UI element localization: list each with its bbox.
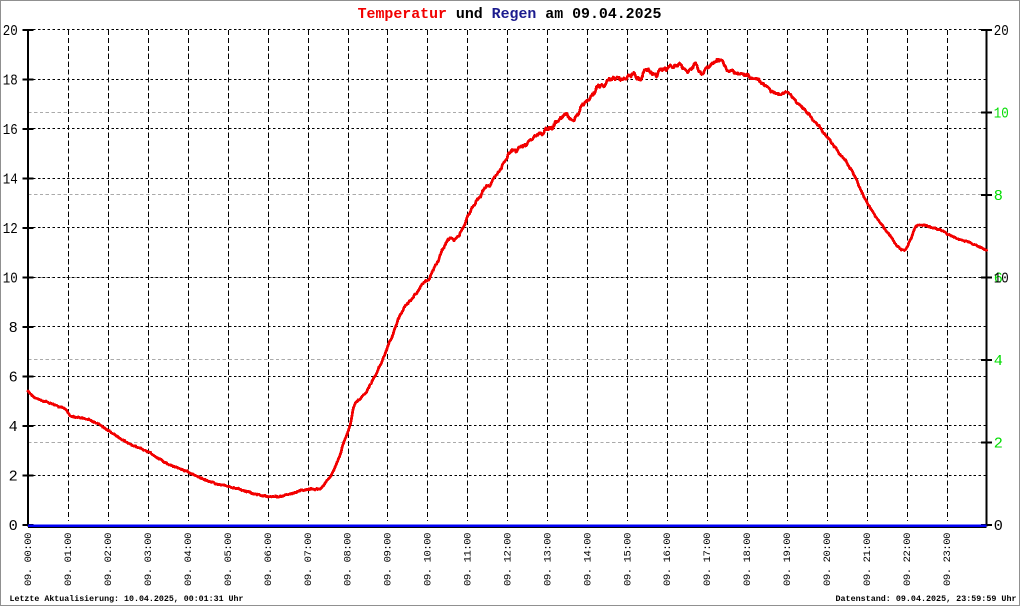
svg-text:09. 04:00: 09. 04:00 (183, 533, 195, 587)
svg-text:09. 03:00: 09. 03:00 (143, 533, 155, 587)
svg-text:16: 16 (3, 121, 18, 139)
svg-text:09. 13:00: 09. 13:00 (542, 533, 554, 587)
svg-text:4: 4 (9, 418, 18, 436)
svg-text:20: 20 (994, 22, 1009, 40)
svg-text:12: 12 (3, 220, 18, 238)
svg-text:09. 17:00: 09. 17:00 (702, 533, 714, 587)
svg-text:10: 10 (3, 270, 18, 288)
svg-text:09. 18:00: 09. 18:00 (742, 533, 754, 587)
svg-text:09. 23:00: 09. 23:00 (942, 533, 954, 587)
svg-text:09. 16:00: 09. 16:00 (662, 533, 674, 587)
svg-text:8: 8 (994, 187, 1003, 205)
svg-text:09. 00:00: 09. 00:00 (23, 533, 35, 587)
svg-text:Datenstand: 09.04.2025, 23:59:: Datenstand: 09.04.2025, 23:59:59 Uhr (836, 594, 1017, 604)
svg-text:09. 15:00: 09. 15:00 (622, 533, 634, 587)
svg-text:2: 2 (994, 435, 1003, 453)
svg-text:09. 19:00: 09. 19:00 (782, 533, 794, 587)
svg-text:Temperatur und Regen am 09.04.: Temperatur und Regen am 09.04.2025 (358, 7, 662, 23)
svg-text:09. 06:00: 09. 06:00 (263, 533, 275, 587)
svg-text:09. 08:00: 09. 08:00 (343, 533, 355, 587)
svg-text:20: 20 (3, 22, 18, 40)
svg-text:18: 18 (3, 72, 18, 90)
svg-text:0: 0 (9, 517, 18, 535)
svg-text:09. 05:00: 09. 05:00 (223, 533, 235, 587)
svg-text:6: 6 (994, 270, 1003, 288)
svg-text:09. 02:00: 09. 02:00 (103, 533, 115, 587)
svg-text:09. 20:00: 09. 20:00 (822, 533, 834, 587)
svg-text:09. 11:00: 09. 11:00 (463, 533, 475, 587)
svg-text:14: 14 (3, 171, 18, 189)
svg-text:6: 6 (9, 369, 18, 387)
svg-text:10: 10 (994, 105, 1009, 123)
svg-text:09. 07:00: 09. 07:00 (303, 533, 315, 587)
svg-text:09. 01:00: 09. 01:00 (63, 533, 75, 587)
svg-text:09. 12:00: 09. 12:00 (502, 533, 514, 587)
svg-text:2: 2 (9, 468, 18, 486)
svg-text:09. 09:00: 09. 09:00 (383, 533, 395, 587)
svg-text:09. 10:00: 09. 10:00 (423, 533, 435, 587)
svg-text:4: 4 (994, 352, 1003, 370)
svg-text:0: 0 (994, 517, 1003, 535)
svg-text:09. 14:00: 09. 14:00 (582, 533, 594, 587)
svg-text:8: 8 (9, 319, 18, 337)
svg-text:09. 22:00: 09. 22:00 (902, 533, 914, 587)
svg-text:Letzte Aktualisierung: 10.04.2: Letzte Aktualisierung: 10.04.2025, 00:01… (10, 594, 244, 604)
svg-text:09. 21:00: 09. 21:00 (862, 533, 874, 587)
svg-text:10: 10 (994, 270, 1009, 288)
